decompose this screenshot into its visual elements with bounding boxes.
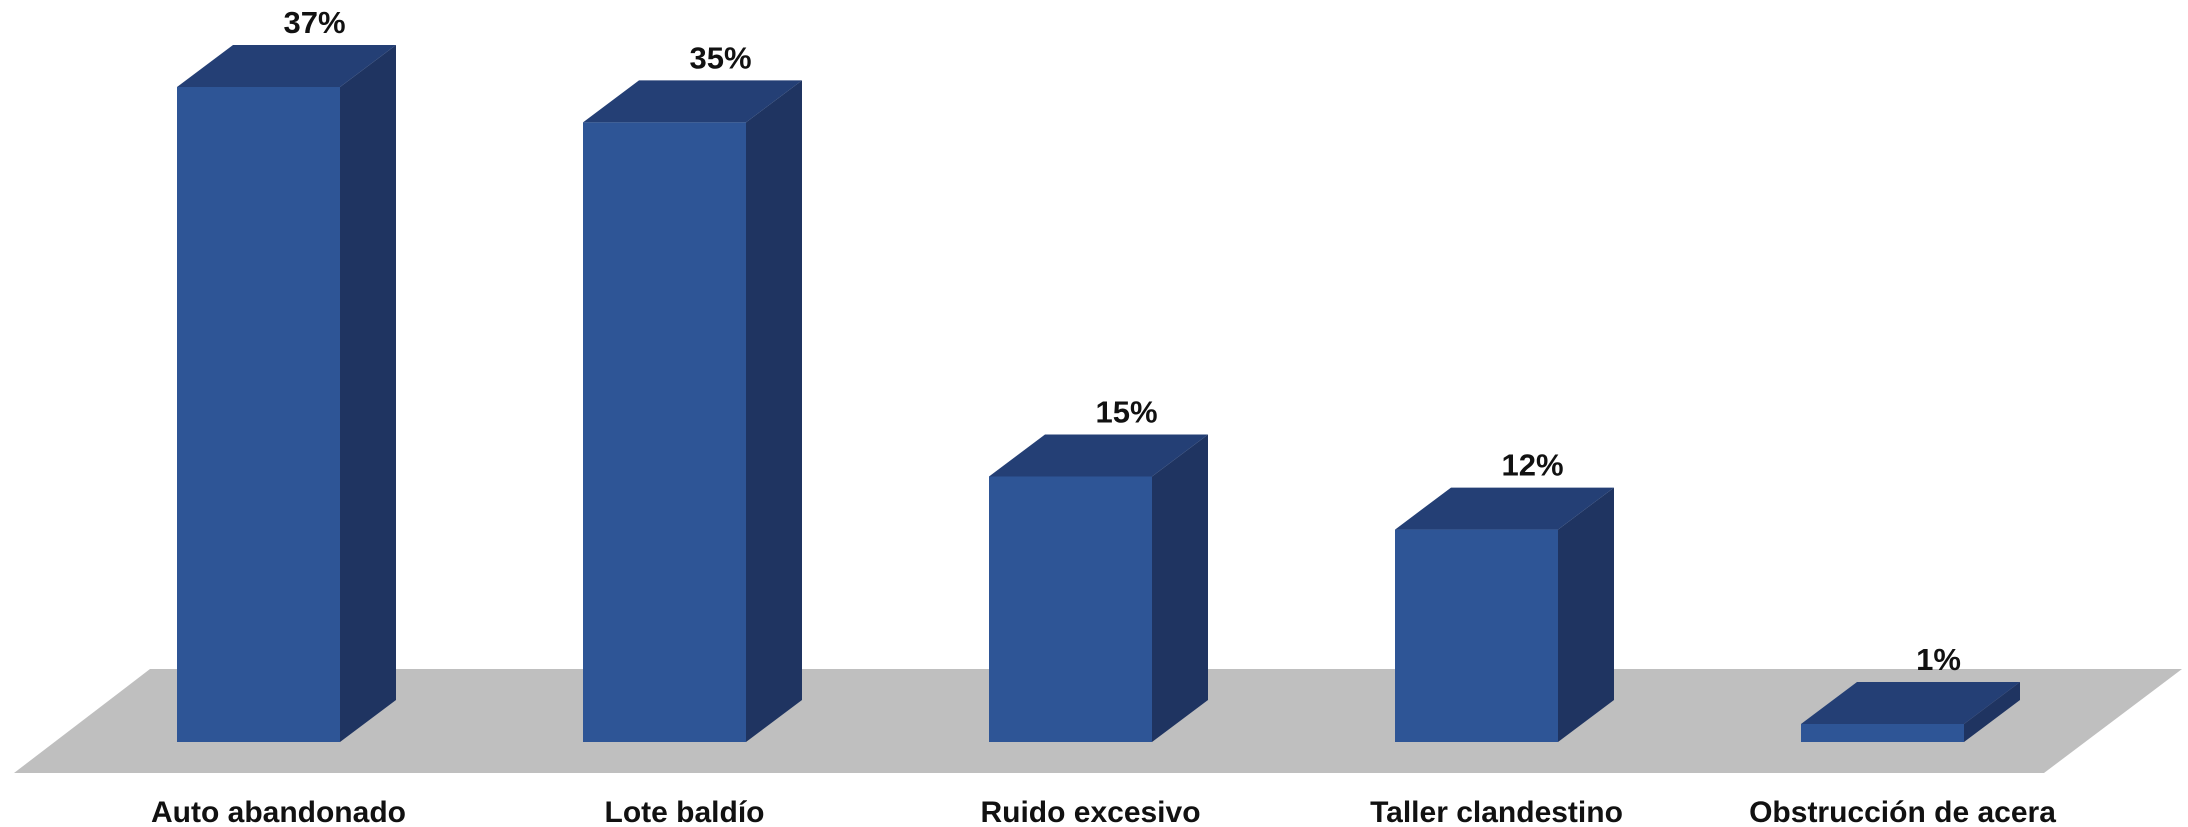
category-labels-group: Auto abandonado Lote baldío Ruido excesivo… (151, 796, 2056, 827)
bar-front-face (583, 122, 746, 743)
value-labels-group: 37% 35% 15% 12% 1% (283, 5, 1960, 677)
data-label: 37% (283, 5, 345, 40)
x-tick-label: Auto abandonado (151, 796, 406, 827)
data-label: 1% (1916, 642, 1961, 677)
bars-group (177, 45, 2020, 743)
x-tick-label: Ruido excesivo (980, 796, 1200, 827)
bar-front-face (989, 476, 1152, 742)
x-tick-label: Taller clandestino (1370, 796, 1623, 827)
bar (583, 80, 802, 743)
x-tick-label: Obstrucción de acera (1749, 796, 2056, 827)
data-label: 15% (1095, 394, 1157, 429)
data-label: 35% (689, 40, 751, 75)
bar-front-face (1801, 724, 1964, 742)
x-tick-label: Lote baldío (605, 796, 765, 827)
bar-side-face (1964, 682, 2020, 742)
bar-side-face (1558, 487, 1614, 742)
bar (1395, 487, 1614, 742)
bar (177, 45, 396, 742)
bar-top-face (583, 80, 802, 123)
bar-front-face (1395, 529, 1558, 742)
bar-top-face (989, 434, 1208, 477)
bar-top-face (1395, 487, 1614, 530)
bar-side-face (746, 80, 802, 743)
bar (1801, 682, 2020, 742)
bar-side-face (340, 45, 396, 742)
bar-top-face (1801, 682, 2020, 724)
bar-top-face (177, 45, 396, 87)
bar-front-face (177, 87, 340, 742)
bar-side-face (1152, 434, 1208, 742)
bar (989, 434, 1208, 742)
data-label: 12% (1501, 448, 1563, 483)
